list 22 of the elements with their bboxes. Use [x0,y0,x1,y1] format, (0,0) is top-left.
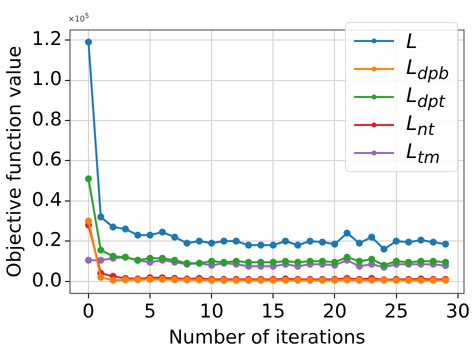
x-tick-label: 0 [82,300,95,323]
y-axis-title: Objective function value [3,46,26,278]
x-tick-label: 30 [446,300,470,323]
x-tick-label: 5 [144,300,156,323]
legend-label: L$_{dpb}$ [406,55,449,83]
legend-label: L$_{nt}$ [406,111,434,139]
y-tick-label: 0.0 [32,269,62,292]
x-axis-title: Number of iterations [168,326,366,349]
legend-label: L$_{tm}$ [406,139,440,167]
x-tick-label: 25 [384,300,408,323]
legend-label: L$_{dpt}$ [406,83,445,111]
y-tick-label: 0.4 [32,188,62,211]
text: ×10$^{5}$ [68,12,90,24]
legend-label: L [406,29,418,53]
y-tick-label: 0.2 [32,229,62,252]
y-tick-label: 0.6 [32,148,62,171]
y-tick-label: 1.2 [32,28,62,50]
x-tick-label: 10 [200,300,224,323]
y-tick-label: 0.8 [32,108,62,130]
x-tick-label: 20 [322,300,347,323]
x-tick-label: 15 [261,300,286,323]
y-tick-label: 1.0 [32,68,62,90]
